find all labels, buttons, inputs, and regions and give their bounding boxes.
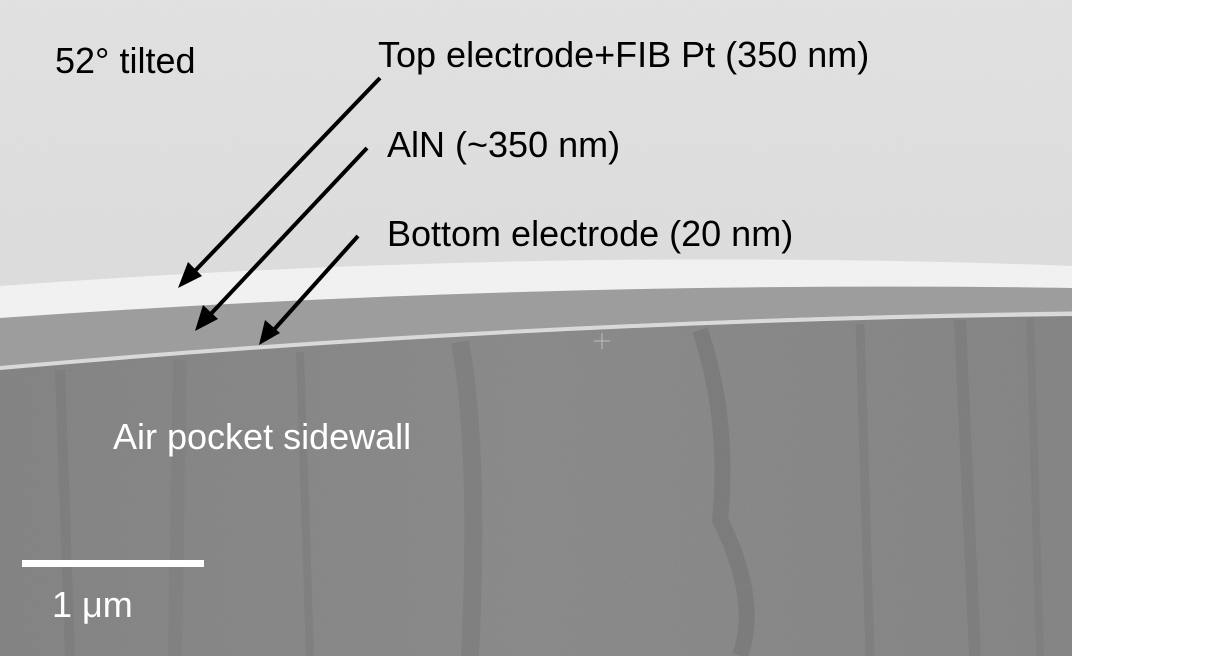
arrow-bottom-electrode: [269, 234, 360, 335]
aln-layer-label: AlN (~350 nm): [387, 124, 621, 165]
arrow-aln: [205, 146, 369, 320]
annotation-arrows: [190, 76, 382, 335]
arrow-heads: [178, 262, 280, 345]
arrow-head-bottom-electrode: [259, 320, 280, 345]
tilt-angle-label: 52° tilted: [55, 40, 196, 81]
sidewall-label: Air pocket sidewall: [113, 416, 412, 457]
scale-bar-label: 1 μm: [52, 584, 133, 625]
arrow-head-top-electrode: [178, 262, 202, 288]
image-noise: [0, 0, 1072, 656]
bottom-electrode-label: Bottom electrode (20 nm): [387, 213, 794, 254]
crosshair-marker: [594, 333, 610, 349]
arrow-head-aln: [195, 305, 218, 331]
top-electrode-label: Top electrode+FIB Pt (350 nm): [378, 34, 870, 75]
arrow-top-electrode: [190, 76, 382, 276]
scale-bar: [22, 560, 204, 567]
